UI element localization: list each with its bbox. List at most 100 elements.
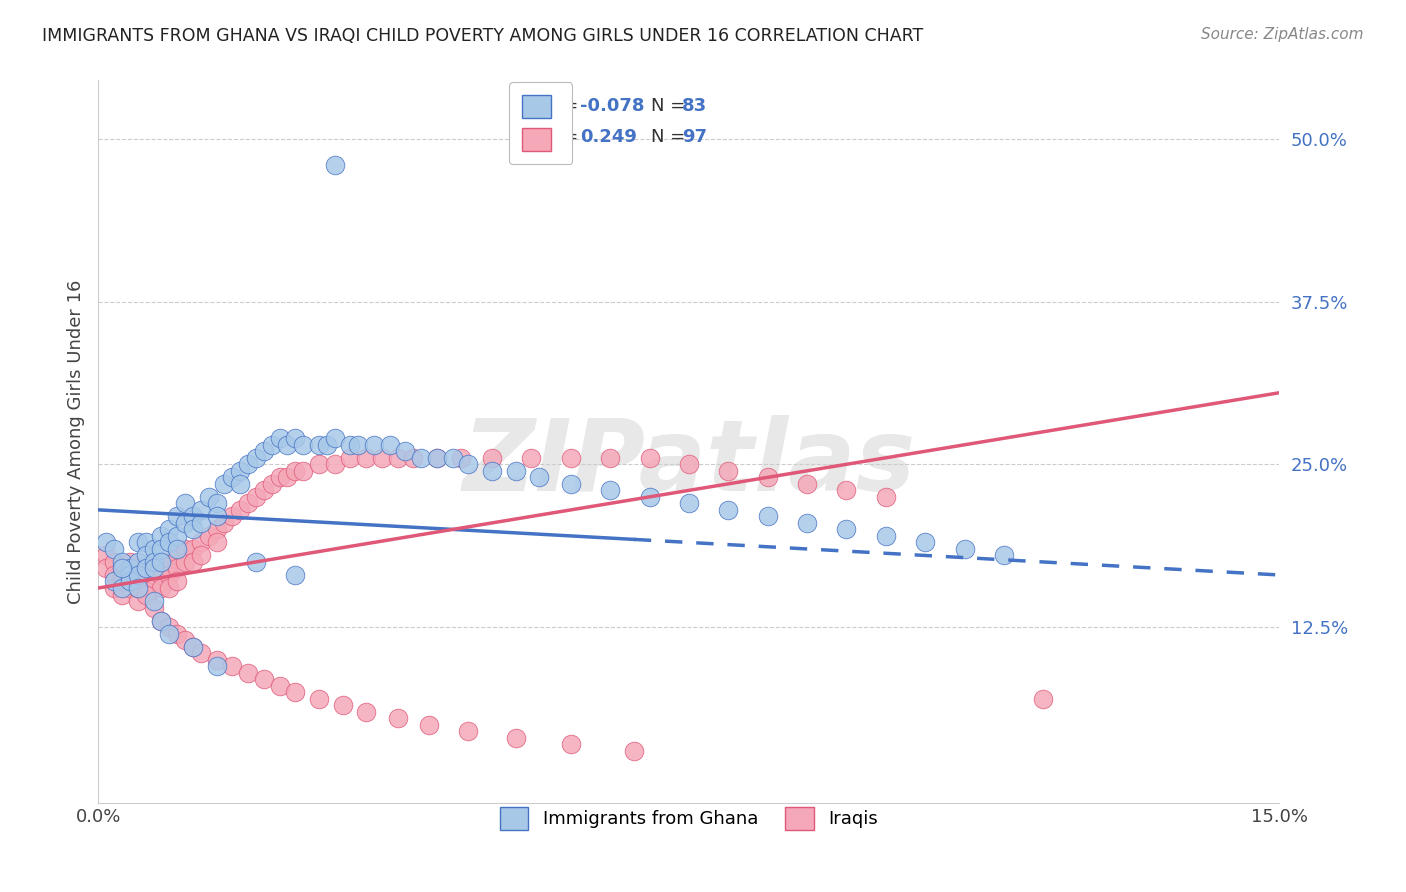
Point <box>276 470 298 484</box>
Point <box>205 652 228 666</box>
Point <box>103 541 125 556</box>
Point <box>166 541 188 556</box>
Point <box>205 523 228 537</box>
Point <box>166 561 188 575</box>
Point <box>142 600 165 615</box>
Point <box>284 568 307 582</box>
Text: ZIPatlas: ZIPatlas <box>463 415 915 512</box>
Point <box>174 633 197 648</box>
Point <box>796 476 818 491</box>
Point <box>181 640 204 654</box>
Point <box>371 450 394 465</box>
Text: N =: N = <box>651 97 692 115</box>
Point <box>229 476 252 491</box>
Point <box>118 555 141 569</box>
Point <box>450 450 472 465</box>
Point <box>638 450 661 465</box>
Point <box>150 555 173 569</box>
Point <box>292 438 315 452</box>
Point <box>142 594 165 608</box>
Point <box>103 568 125 582</box>
Point <box>181 555 204 569</box>
Point <box>127 561 149 575</box>
Point <box>236 496 259 510</box>
Point <box>111 574 134 589</box>
Point <box>347 438 370 452</box>
Point <box>236 665 259 680</box>
Point <box>111 581 134 595</box>
Point <box>174 555 197 569</box>
Point <box>118 561 141 575</box>
Point <box>135 535 157 549</box>
Point <box>190 516 212 530</box>
Point <box>387 450 409 465</box>
Point <box>118 574 141 589</box>
Point <box>339 438 361 452</box>
Text: Source: ZipAtlas.com: Source: ZipAtlas.com <box>1201 27 1364 42</box>
Point <box>142 561 165 575</box>
Point <box>292 464 315 478</box>
Point <box>190 535 212 549</box>
Point <box>166 574 188 589</box>
Point <box>269 431 291 445</box>
Point <box>181 541 204 556</box>
Point <box>623 744 645 758</box>
Point <box>875 490 897 504</box>
Point <box>560 450 582 465</box>
Point <box>103 555 125 569</box>
Point <box>221 470 243 484</box>
Point <box>481 464 503 478</box>
Point <box>221 509 243 524</box>
Point <box>354 450 377 465</box>
Point <box>560 476 582 491</box>
Point <box>111 561 134 575</box>
Point <box>253 483 276 498</box>
Point <box>157 581 180 595</box>
Point <box>150 581 173 595</box>
Point <box>457 724 479 739</box>
Point <box>142 541 165 556</box>
Point <box>150 529 173 543</box>
Point <box>339 450 361 465</box>
Point <box>142 568 165 582</box>
Point <box>150 614 173 628</box>
Point <box>953 541 976 556</box>
Point <box>174 516 197 530</box>
Text: 97: 97 <box>682 128 707 145</box>
Point <box>914 535 936 549</box>
Point <box>96 561 118 575</box>
Point <box>135 561 157 575</box>
Point <box>394 444 416 458</box>
Point <box>236 458 259 472</box>
Point <box>875 529 897 543</box>
Point <box>411 450 433 465</box>
Point <box>560 737 582 751</box>
Point <box>205 535 228 549</box>
Point <box>599 483 621 498</box>
Point <box>111 555 134 569</box>
Point <box>284 685 307 699</box>
Point <box>717 464 740 478</box>
Point <box>157 555 180 569</box>
Point <box>221 659 243 673</box>
Point <box>308 691 330 706</box>
Point <box>332 698 354 713</box>
Point <box>190 503 212 517</box>
Point <box>127 555 149 569</box>
Point <box>229 464 252 478</box>
Point <box>269 470 291 484</box>
Point <box>142 561 165 575</box>
Point <box>205 496 228 510</box>
Point <box>181 640 204 654</box>
Point <box>308 438 330 452</box>
Point <box>481 450 503 465</box>
Point <box>260 438 283 452</box>
Text: N =: N = <box>651 128 692 145</box>
Point <box>387 711 409 725</box>
Point <box>214 516 236 530</box>
Point <box>157 626 180 640</box>
Point <box>111 561 134 575</box>
Point <box>157 535 180 549</box>
Point <box>205 509 228 524</box>
Text: R =: R = <box>546 128 583 145</box>
